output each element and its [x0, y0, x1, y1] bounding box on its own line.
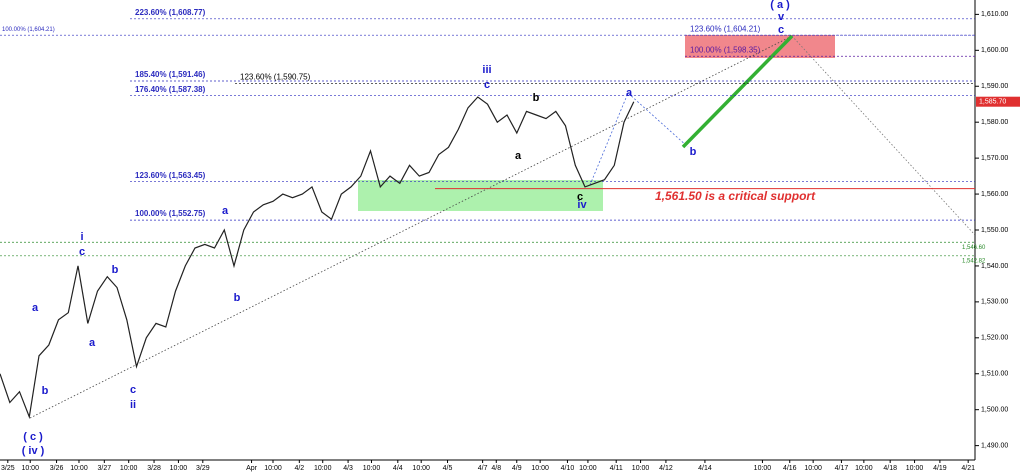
- wave-label: ( iv ): [22, 445, 45, 457]
- wave-label: v: [778, 11, 785, 23]
- x-tick-label: 4/16: [783, 465, 797, 472]
- level-label: 185.40% (1,591.46): [135, 70, 206, 79]
- y-tick-label: 1,600.00: [981, 47, 1008, 54]
- wave-label: a: [515, 150, 522, 162]
- level-label: 223.60% (1,608.77): [135, 8, 206, 17]
- y-tick-label: 1,540.00: [981, 263, 1008, 270]
- x-tick-label: 4/2: [294, 465, 304, 472]
- wave-label: a: [626, 87, 633, 99]
- x-tick-label: 10:00: [412, 465, 430, 472]
- wave-label: b: [112, 264, 119, 276]
- wave-label: c: [484, 79, 490, 91]
- level-label: 1,561.50 is a critical support: [655, 189, 816, 203]
- y-tick-label: 1,510.00: [981, 371, 1008, 378]
- level-label: 123.60% (1,590.75): [240, 73, 311, 82]
- wave-projection: [589, 92, 689, 186]
- wave-label: b: [690, 146, 697, 158]
- level-label: 176.40% (1,587.38): [135, 85, 206, 94]
- wave-label: a: [89, 337, 96, 349]
- x-tick-label: 4/10: [561, 465, 575, 472]
- last-price-tag: [976, 96, 1020, 107]
- x-tick-label: 4/17: [835, 465, 849, 472]
- level-label: 1,542.82: [962, 258, 986, 264]
- x-tick-label: 10:00: [120, 465, 138, 472]
- target-arrow: [681, 34, 794, 149]
- x-tick-label: 10:00: [531, 465, 549, 472]
- x-tick-label: 4/3: [343, 465, 353, 472]
- wave-label: ( a ): [770, 0, 790, 11]
- x-tick-label: 4/12: [659, 465, 673, 472]
- x-tick-label: 3/26: [50, 465, 64, 472]
- level-label: 123.60% (1,563.45): [135, 171, 206, 180]
- y-tick-label: 1,580.00: [981, 119, 1008, 126]
- level-label: 100.00% (1,604.21): [2, 27, 55, 33]
- x-tick-label: 3/29: [196, 465, 210, 472]
- wave-label: c: [79, 246, 85, 258]
- support-zone: [358, 180, 603, 211]
- y-tick-label: 1,590.00: [981, 83, 1008, 90]
- x-tick-label: 4/18: [883, 465, 897, 472]
- wave-label: b: [42, 385, 49, 397]
- x-tick-label: 10:00: [906, 465, 924, 472]
- x-tick-label: 4/5: [443, 465, 453, 472]
- y-tick-label: 1,550.00: [981, 227, 1008, 234]
- x-tick-label: 10:00: [264, 465, 282, 472]
- target-zone: [685, 35, 835, 58]
- x-tick-label: 4/7: [478, 465, 488, 472]
- x-tick-label: 10:00: [804, 465, 822, 472]
- x-tick-label: 10:00: [632, 465, 650, 472]
- y-tick-label: 1,610.00: [981, 11, 1008, 18]
- wave-label: c: [778, 24, 784, 36]
- level-label: 1,546.60: [962, 245, 986, 251]
- wave-label: b: [234, 292, 241, 304]
- x-tick-label: 4/19: [933, 465, 947, 472]
- x-tick-label: 4/21: [961, 465, 975, 472]
- x-tick-label: 4/9: [512, 465, 522, 472]
- wave-label: ii: [130, 399, 136, 411]
- level-label: 100.00% (1,552.75): [135, 209, 206, 218]
- x-tick-label: 10:00: [170, 465, 188, 472]
- wave-label: a: [32, 302, 39, 314]
- x-tick-label: 10:00: [754, 465, 772, 472]
- x-tick-label: 4/11: [610, 465, 623, 472]
- x-tick-label: 10:00: [855, 465, 873, 472]
- x-tick-label: 10:00: [579, 465, 597, 472]
- level-label: 100.00% (1,598.35): [690, 45, 761, 54]
- x-tick-label: 3/25: [1, 465, 15, 472]
- level-label: 123.60% (1,604.21): [690, 24, 761, 33]
- x-tick-label: Apr: [246, 465, 258, 472]
- wave-label: a: [222, 205, 229, 217]
- wave-label: b: [533, 92, 540, 104]
- x-tick-label: 3/28: [147, 465, 161, 472]
- price-line: [0, 96, 635, 420]
- x-tick-label: 10:00: [21, 465, 39, 472]
- wave-label: c: [577, 191, 583, 203]
- wave-label: c: [130, 384, 136, 396]
- x-tick-label: 4/4: [393, 465, 403, 472]
- x-tick-label: 10:00: [70, 465, 88, 472]
- y-tick-label: 1,500.00: [981, 407, 1008, 414]
- wave-label: i: [80, 231, 83, 243]
- y-tick-label: 1,530.00: [981, 299, 1008, 306]
- wave-label: ( c ): [23, 431, 43, 443]
- x-tick-label: 10:00: [314, 465, 332, 472]
- y-tick-label: 1,520.00: [981, 335, 1008, 342]
- last-price-label: 1,585.70: [979, 99, 1006, 106]
- wave-label: iii: [482, 64, 491, 76]
- wave-label: iv: [577, 199, 587, 211]
- y-tick-label: 1,570.00: [981, 155, 1008, 162]
- y-tick-label: 1,560.00: [981, 191, 1008, 198]
- x-tick-label: 10:00: [363, 465, 381, 472]
- projection-line: [791, 35, 976, 236]
- x-tick-label: 3/27: [98, 465, 112, 472]
- y-tick-label: 1,490.00: [981, 442, 1008, 449]
- x-tick-label: 4/8: [491, 465, 501, 472]
- x-tick-label: 4/14: [698, 465, 712, 472]
